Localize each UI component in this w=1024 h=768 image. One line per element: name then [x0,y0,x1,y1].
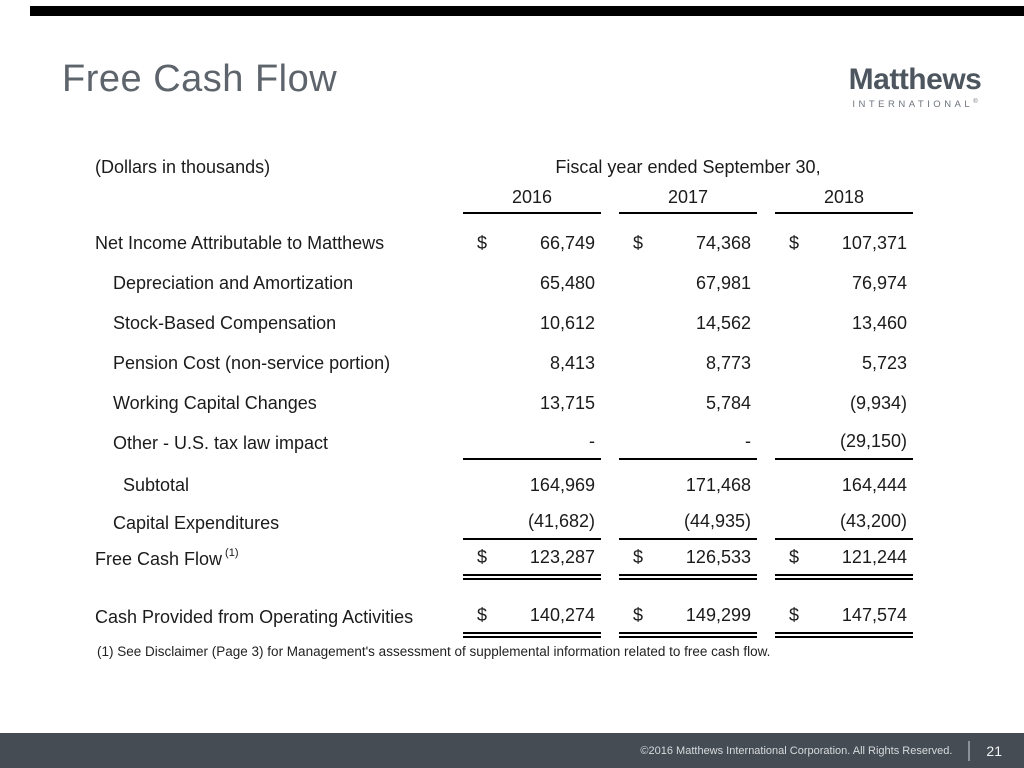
cell-value: 149,299 [685,605,751,625]
cell-value: 121,244 [841,547,907,567]
dollar-sign: $ [789,233,800,253]
cell-value: 8,773 [705,353,751,373]
table-header-row: (Dollars in thousands) Fiscal year ended… [95,157,913,184]
table-row-depreciation: Depreciation and Amortization 65,480 67,… [95,260,913,300]
table-row-capex: Capital Expenditures (41,682) (44,935) (… [95,502,913,540]
dollar-sign: $ [633,547,644,567]
page-title: Free Cash Flow [62,58,338,100]
row-label: Working Capital Changes [113,393,317,413]
logo-subtitle: INTERNATIONAL® [852,98,978,110]
footnote-ref: (1) [225,547,239,559]
row-label: Cash Provided from Operating Activities [95,607,414,627]
year-2017: 2017 [619,187,757,214]
units-note: (Dollars in thousands) [95,157,271,177]
cell-value: 123,287 [529,547,595,567]
cell-value: 14,562 [695,313,751,333]
footer-bar: ©2016 Matthews International Corporation… [0,733,1024,768]
dollar-sign: $ [789,547,800,567]
cell-value: 76,974 [851,273,907,293]
row-label: Free Cash Flow (1) [95,547,239,569]
logo-wordmark: Matthews [848,63,982,96]
cell-value: (9,934) [849,393,907,413]
fiscal-year-header: Fiscal year ended September 30, [555,157,821,177]
row-label: Pension Cost (non-service portion) [113,353,391,373]
row-label: Subtotal [123,475,190,495]
dollar-sign: $ [477,605,488,625]
cell-value: (44,935) [683,511,751,531]
row-label: Depreciation and Amortization [113,273,354,293]
row-label: Capital Expenditures [113,513,280,533]
page-number: 21 [986,742,1002,759]
cell-value: 13,715 [539,393,595,413]
cell-value: 65,480 [539,273,595,293]
cell-value: 107,371 [841,233,907,253]
table-row-stock-comp: Stock-Based Compensation 10,612 14,562 1… [95,300,913,340]
cell-value: 66,749 [539,233,595,253]
row-label: Stock-Based Compensation [113,313,337,333]
table-row-pension: Pension Cost (non-service portion) 8,413… [95,340,913,380]
cell-value: 5,723 [861,353,907,373]
year-2016: 2016 [463,187,601,214]
cell-value: 67,981 [695,273,751,293]
cell-value: 126,533 [685,547,751,567]
cell-value: 8,413 [549,353,595,373]
cell-value: - [589,431,595,451]
table-row-cash-operating: Cash Provided from Operating Activities … [95,596,913,638]
cell-value: (43,200) [839,511,907,531]
footer-divider [968,740,971,761]
cell-value: 164,969 [529,475,595,495]
dollar-sign: $ [633,605,644,625]
free-cash-flow-table: (Dollars in thousands) Fiscal year ended… [95,157,913,638]
cell-value: 171,468 [685,475,751,495]
row-label: Net Income Attributable to Matthews [95,233,385,253]
copyright-text: ©2016 Matthews International Corporation… [640,744,953,757]
cell-value: 74,368 [695,233,751,253]
year-2018: 2018 [775,187,913,214]
dollar-sign: $ [477,547,488,567]
row-label: Other - U.S. tax law impact [113,433,329,453]
registered-mark: ® [973,98,978,105]
cell-value: - [745,431,751,451]
year-header-row: 2016 2017 2018 [95,184,913,214]
dollar-sign: $ [477,233,488,253]
matthews-logo: Matthews INTERNATIONAL® [840,64,990,110]
table-row-net-income: Net Income Attributable to Matthews $66,… [95,220,913,260]
cell-value: (41,682) [527,511,595,531]
cell-value: 10,612 [539,313,595,333]
cell-value: 164,444 [841,475,907,495]
cell-value: (29,150) [839,431,907,451]
table-row-subtotal: Subtotal 164,969 171,468 164,444 [95,460,913,502]
dollar-sign: $ [633,233,644,253]
table-row-other-tax: Other - U.S. tax law impact - - (29,150) [95,420,913,460]
table-row-working-capital: Working Capital Changes 13,715 5,784 (9,… [95,380,913,420]
dollar-sign: $ [789,605,800,625]
footnote: (1) See Disclaimer (Page 3) for Manageme… [97,644,771,659]
top-accent-rule [30,6,1024,16]
cell-value: 140,274 [529,605,595,625]
cell-value: 13,460 [851,313,907,333]
cell-value: 5,784 [705,393,751,413]
table-row-free-cash-flow: Free Cash Flow (1) $123,287 $126,533 $121… [95,540,913,580]
cell-value: 147,574 [841,605,907,625]
